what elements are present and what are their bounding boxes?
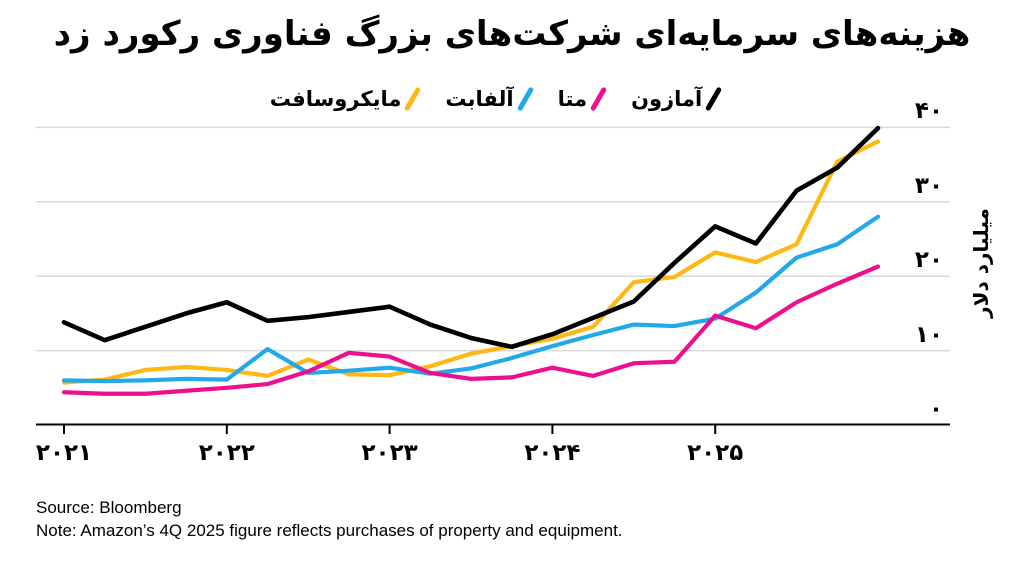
y-tick-10: ۱۰ xyxy=(914,321,943,348)
legend-item-microsoft: مایکروسافت xyxy=(269,86,422,112)
legend-label-alphabet: آلفابت xyxy=(445,87,514,111)
y-tick-20: ۲۰ xyxy=(914,247,943,274)
legend-label-meta: متا xyxy=(557,87,588,111)
legend-label-microsoft: مایکروسافت xyxy=(269,87,402,111)
x-tick-2023: ۲۰۲۳ xyxy=(361,440,418,466)
y-tick-30: ۳۰ xyxy=(914,172,943,199)
x-tick-2024: ۲۰۲۴ xyxy=(524,440,581,466)
meta-line xyxy=(61,264,881,396)
legend-item-alphabet: آلفابت xyxy=(445,86,534,112)
amazon-line xyxy=(61,125,881,350)
y-tick-0: ۰ xyxy=(928,396,943,422)
legend-label-amazon: آمازون xyxy=(631,87,703,111)
x-tick-2022: ۲۰۲۲ xyxy=(198,440,255,466)
microsoft-line xyxy=(61,139,881,385)
legend: آمازون متا آلفابت مایکروسافت xyxy=(36,86,950,112)
chart-title: هزینه‌های سرمایه‌ای شرکت‌های بزرگ فناوری… xyxy=(53,14,971,54)
legend-item-amazon: آمازون xyxy=(631,86,723,112)
alphabet-line xyxy=(61,214,881,384)
legend-item-meta: متا xyxy=(557,86,608,112)
x-tick-2025: ۲۰۲۵ xyxy=(687,440,744,466)
x-tick-2021: ۲۰۲۱ xyxy=(35,440,93,466)
gridlines xyxy=(36,126,950,434)
y-axis-title: میلیارد دلار xyxy=(969,208,993,318)
y-tick-40: ۴۰ xyxy=(914,98,943,125)
footer: Source: Bloomberg Note: Amazon’s 4Q 2025… xyxy=(36,496,623,542)
source-note: Source: Bloomberg xyxy=(36,498,182,517)
methodology-note: Note: Amazon’s 4Q 2025 figure reflects p… xyxy=(36,521,623,540)
